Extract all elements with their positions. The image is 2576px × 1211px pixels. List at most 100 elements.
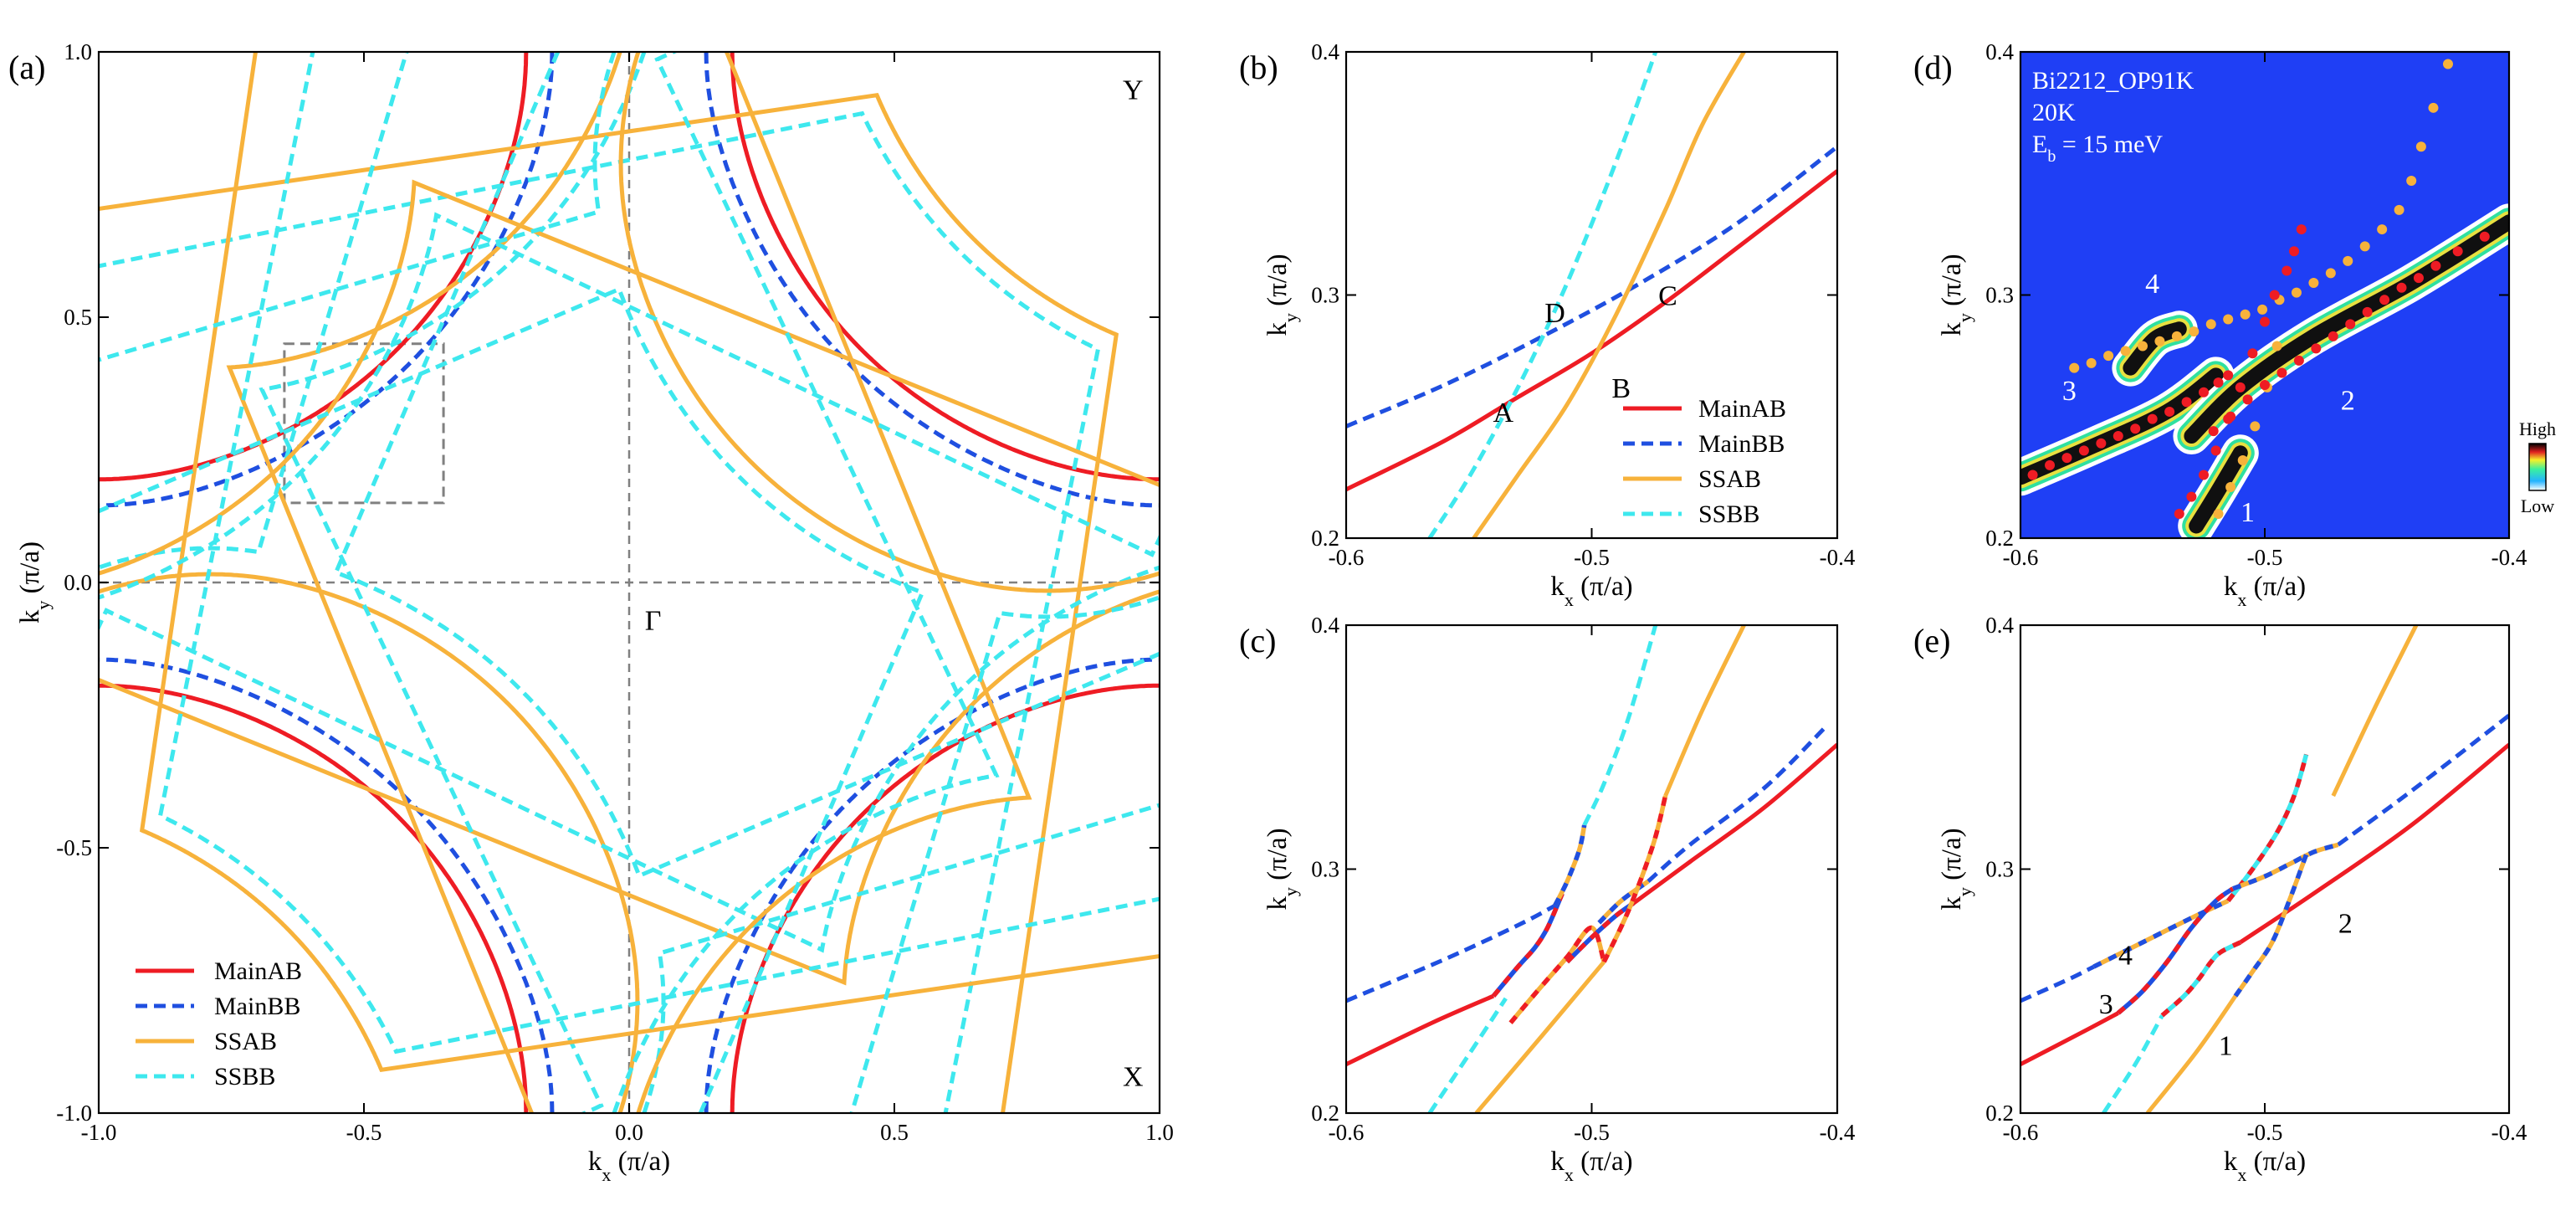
- hybrid-band-base: [1491, 892, 1565, 998]
- x-axis-label: kx (π/a): [1550, 572, 1632, 610]
- hybrid-band-dash: [2233, 854, 2309, 998]
- panel-d: 1 2 3 4 Bi2212_OP91K 20K Eb = 15 meV High Low -0.…: [1913, 39, 2556, 610]
- series-SSAB-line: [1474, 960, 1606, 1113]
- fit-point-red: [2199, 470, 2209, 480]
- series-SSBB-line: [1582, 625, 1658, 827]
- series-SSAB-line: [2331, 625, 2419, 798]
- fit-point-orange: [2103, 351, 2114, 362]
- annotation-1: 1: [2219, 1030, 2233, 1061]
- x-tick-label: -0.6: [1329, 1120, 1365, 1145]
- panel-b: -0.6 -0.5 -0.4 0.2 0.3 0.4 kx (π/a) ky (π/a) (b)…: [1239, 39, 1856, 610]
- y-axis-label: ky (π/a): [15, 541, 54, 623]
- series-MainBB-line: [2020, 964, 2095, 1003]
- fermi-surface-SSAB: [99, 589, 1160, 986]
- x-tick-label: 1.0: [1145, 1120, 1174, 1145]
- fermi-surface-MainAB: [730, 52, 1160, 482]
- panel-b-curves: [1346, 52, 1837, 538]
- annotation-Y: Y: [1123, 74, 1144, 105]
- intensity-band-core: [2184, 214, 2509, 444]
- fit-point-red: [2269, 290, 2280, 300]
- x-tick-label: -0.5: [346, 1120, 382, 1145]
- fit-point-red: [2293, 355, 2304, 366]
- fit-point-orange: [2415, 141, 2426, 152]
- fit-point-red: [2452, 246, 2463, 257]
- series-MainBB-line: [1346, 903, 1556, 1003]
- x-tick-label: -0.4: [2491, 1120, 2527, 1145]
- fit-point-red: [2130, 423, 2141, 434]
- fermi-surface-MainBB: [704, 52, 1160, 508]
- fit-point-orange: [2213, 508, 2224, 519]
- fit-point-red: [2164, 406, 2175, 417]
- y-tick-label: 0.5: [64, 305, 92, 330]
- fit-point-red: [2479, 231, 2490, 242]
- fit-point-red: [2225, 411, 2236, 422]
- series-MainAB-line: [2020, 1011, 2119, 1066]
- panel-label: (d): [1913, 49, 1953, 86]
- panel-label: (b): [1239, 49, 1278, 86]
- panel-e: -0.6 -0.5 -0.4 0.2 0.3 0.4 kx (π/a) ky (π/a) (e)…: [1913, 613, 2527, 1185]
- fit-point-orange: [2086, 357, 2097, 368]
- fit-point-orange: [2343, 255, 2353, 266]
- fit-point-orange: [2223, 314, 2234, 325]
- fit-point-red: [2289, 246, 2300, 257]
- fermi-surface-SSAB: [99, 572, 640, 1113]
- x-tick-label: -0.6: [2003, 545, 2039, 570]
- x-tick-label: -0.6: [2003, 1120, 2039, 1145]
- colorbar-low-label: Low: [2521, 495, 2554, 516]
- y-tick-label: 0.3: [1311, 283, 1339, 308]
- fit-point-red: [2430, 260, 2441, 271]
- x-tick-label: -0.5: [2247, 1120, 2283, 1145]
- x-tick-label: 0.0: [615, 1120, 643, 1145]
- legend-label-SSBB: SSBB: [214, 1063, 275, 1090]
- fit-point-red: [2045, 459, 2056, 470]
- panel-label: (c): [1239, 622, 1276, 659]
- fit-point-orange: [2443, 59, 2453, 69]
- annotation-C: C: [1658, 281, 1677, 312]
- y-axis-label: ky (π/a): [1937, 254, 1975, 336]
- fermi-surface-SSBB: [612, 52, 1000, 1113]
- fermi-surface-SSAB: [139, 52, 1160, 1073]
- band-label-2: 2: [2341, 385, 2355, 416]
- band-label-3: 3: [2062, 376, 2077, 407]
- annotation-gamma: Γ: [645, 605, 662, 636]
- fit-point-red: [2260, 379, 2270, 390]
- annotation-3: 3: [2099, 989, 2113, 1020]
- x-axis-label: kx (π/a): [2224, 1147, 2306, 1185]
- fit-point-orange: [2291, 287, 2302, 298]
- plot-frame: [2019, 50, 2511, 540]
- x-tick-label: -0.4: [1820, 1120, 1856, 1145]
- hybrid-band-dash: [1565, 901, 1635, 964]
- series-SSBB-line: [2102, 1014, 2164, 1113]
- fit-point-red: [2199, 387, 2209, 398]
- fit-point-orange: [2154, 336, 2165, 346]
- fit-point-orange: [2308, 277, 2319, 288]
- intensity-band-core: [2123, 321, 2187, 376]
- fit-point-orange: [2237, 455, 2248, 466]
- series-MainAB-line: [2239, 742, 2509, 945]
- y-tick-label: -0.5: [56, 835, 92, 860]
- fit-point-orange: [2406, 175, 2417, 186]
- plot-frame: [1344, 50, 1839, 540]
- fit-point-orange: [2171, 331, 2182, 341]
- fit-point-red: [2413, 273, 2424, 284]
- y-tick-label: 0.3: [1311, 857, 1339, 882]
- fit-point-red: [2276, 367, 2287, 378]
- hybrid-band-dash: [2232, 842, 2339, 891]
- series-MainAB-line: [1346, 169, 1837, 492]
- fermi-surface-SSBB: [99, 110, 1101, 1113]
- y-tick-label: 0.4: [1985, 613, 2014, 638]
- fit-point-red: [2242, 394, 2253, 405]
- fit-point-red: [2282, 265, 2292, 276]
- y-tick-label: 0.2: [1311, 526, 1339, 551]
- fit-point-red: [2174, 508, 2184, 519]
- fermi-surface-SSAB: [618, 52, 1160, 593]
- legend-label-MainAB: MainAB: [1698, 395, 1786, 423]
- fit-point-orange: [2138, 341, 2148, 351]
- fit-point-red: [2296, 224, 2307, 235]
- fit-point-red: [2061, 453, 2072, 464]
- fit-point-orange: [2325, 268, 2336, 279]
- zoom-box: [283, 342, 445, 505]
- x-tick-label: -0.4: [1820, 545, 1856, 570]
- series-MainBB-line: [1646, 726, 1827, 883]
- fermi-surface-SSAB: [99, 92, 1119, 1113]
